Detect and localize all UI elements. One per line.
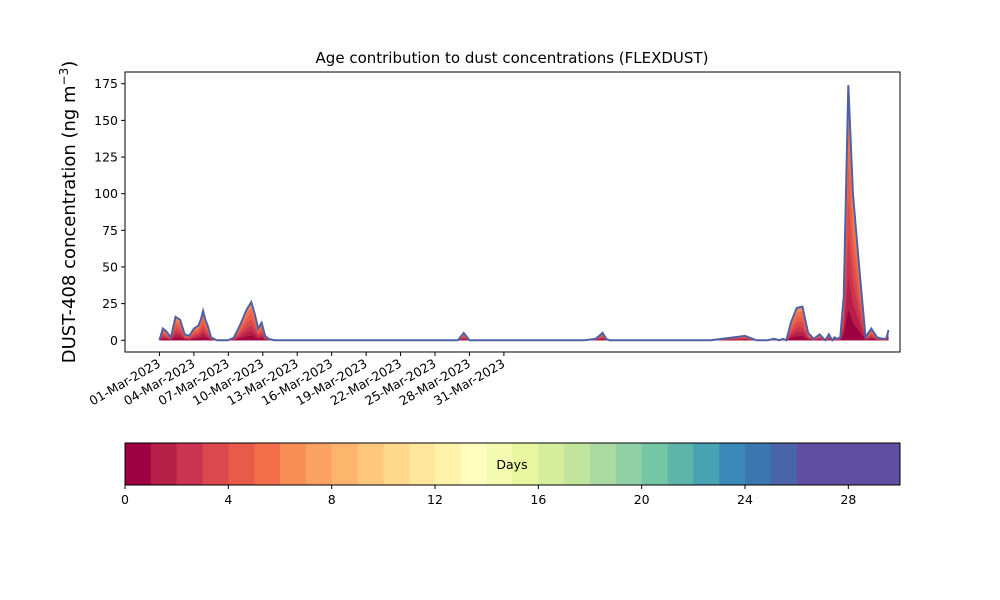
colorbar-segment bbox=[125, 443, 152, 485]
y-axis-label: DUST-408 concentration (ng m−3) bbox=[57, 61, 80, 364]
y-tick-label: 50 bbox=[102, 259, 118, 274]
colorbar-segment bbox=[331, 443, 358, 485]
age-band-area bbox=[159, 199, 889, 341]
colorbar-tick-label: 24 bbox=[737, 492, 753, 507]
colorbar-tick-label: 0 bbox=[121, 492, 129, 507]
colorbar-tick-label: 12 bbox=[427, 492, 443, 507]
colorbar-segment bbox=[202, 443, 229, 485]
chart-title: Age contribution to dust concentrations … bbox=[316, 49, 709, 67]
colorbar-label: Days bbox=[496, 457, 527, 472]
colorbar-segment bbox=[409, 443, 436, 485]
colorbar-segment bbox=[176, 443, 203, 485]
colorbar-segment bbox=[280, 443, 307, 485]
colorbar-segment bbox=[615, 443, 643, 485]
colorbar-tick-label: 8 bbox=[328, 492, 336, 507]
colorbar-segment bbox=[512, 443, 539, 485]
age-band-area bbox=[159, 238, 889, 341]
y-tick-label: 25 bbox=[102, 296, 118, 311]
y-axis-ticks: 0 25 50 75 100 125 150 175 bbox=[94, 76, 125, 348]
y-tick-label: 75 bbox=[102, 223, 118, 238]
colorbar-segment bbox=[538, 443, 565, 485]
colorbar bbox=[125, 443, 901, 485]
age-band-area bbox=[159, 309, 889, 341]
total-line-group bbox=[158, 85, 890, 343]
colorbar-segment bbox=[254, 443, 281, 485]
colorbar-segment bbox=[667, 443, 694, 485]
y-tick-label: 150 bbox=[94, 113, 118, 128]
y-axis-label-close: ) bbox=[59, 61, 80, 68]
colorbar-tick-label: 4 bbox=[224, 492, 232, 507]
y-tick-label: 125 bbox=[94, 150, 118, 165]
y-tick-label: 0 bbox=[110, 333, 118, 348]
x-axis-ticks: 01-Mar-202304-Mar-202307-Mar-202310-Mar-… bbox=[87, 352, 507, 408]
colorbar-segment bbox=[848, 443, 875, 485]
colorbar-tick-label: 28 bbox=[840, 492, 856, 507]
colorbar-segment bbox=[305, 443, 333, 485]
colorbar-tick-label: 16 bbox=[530, 492, 546, 507]
age-band-area bbox=[159, 120, 889, 341]
colorbar-tick-label: 20 bbox=[634, 492, 650, 507]
y-tick-label: 100 bbox=[94, 186, 118, 201]
colorbar-segment bbox=[590, 443, 617, 485]
colorbar-segment bbox=[383, 443, 410, 485]
colorbar-segment bbox=[822, 443, 849, 485]
y-axis-label-exponent: −3 bbox=[57, 68, 71, 86]
total-series-line bbox=[158, 85, 890, 343]
y-tick-label: 175 bbox=[94, 76, 118, 91]
age-band-area bbox=[159, 276, 889, 341]
age-contribution-areas bbox=[159, 85, 889, 341]
colorbar-segment bbox=[564, 443, 591, 485]
colorbar-segment bbox=[874, 443, 901, 485]
colorbar-segment bbox=[150, 443, 178, 485]
colorbar-segment bbox=[435, 443, 462, 485]
colorbar-segment bbox=[745, 443, 772, 485]
age-band-area bbox=[159, 85, 889, 341]
colorbar-segment bbox=[770, 443, 798, 485]
colorbar-segment bbox=[486, 443, 513, 485]
age-band-area bbox=[159, 161, 889, 341]
colorbar-segment bbox=[228, 443, 255, 485]
colorbar-segment bbox=[357, 443, 384, 485]
colorbar-segment bbox=[796, 443, 823, 485]
y-axis-label-text: DUST-408 concentration (ng m bbox=[59, 85, 80, 363]
colorbar-segment bbox=[693, 443, 720, 485]
plot-frame bbox=[124, 71, 901, 353]
colorbar-segment bbox=[719, 443, 746, 485]
colorbar-ticks: 0 4 8 12 16 20 24 28 bbox=[121, 485, 856, 507]
colorbar-segment bbox=[460, 443, 488, 485]
colorbar-frame bbox=[124, 442, 901, 486]
colorbar-segment bbox=[641, 443, 668, 485]
